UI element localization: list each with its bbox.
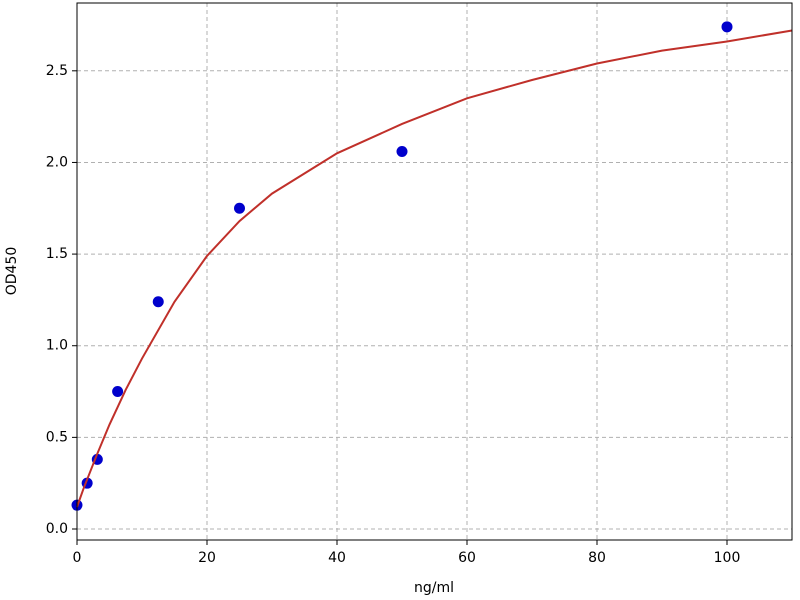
y-tick-label: 2.0: [46, 154, 68, 170]
data-point: [721, 21, 733, 33]
y-tick-label: 0.5: [46, 429, 68, 445]
x-tick-label: 20: [198, 550, 216, 566]
y-tick-label: 1.5: [46, 246, 68, 262]
data-point: [112, 386, 124, 398]
y-tick-label: 2.5: [46, 63, 68, 79]
x-tick-label: 40: [328, 550, 346, 566]
fit-curve: [76, 29, 793, 508]
y-tick-label: 1.0: [46, 338, 68, 354]
data-point: [152, 296, 164, 308]
plot-frame: [76, 2, 793, 541]
x-tick-label: 100: [714, 550, 741, 566]
data-point: [234, 202, 245, 214]
y-axis-label: OD450: [4, 247, 20, 296]
y-tick-label: 0.0: [46, 521, 68, 537]
x-axis-label: ng/ml: [414, 580, 454, 596]
x-tick-label: 0: [73, 550, 82, 566]
x-tick-label: 80: [588, 550, 606, 566]
x-tick-label: 60: [458, 550, 476, 566]
data-point: [396, 145, 408, 157]
